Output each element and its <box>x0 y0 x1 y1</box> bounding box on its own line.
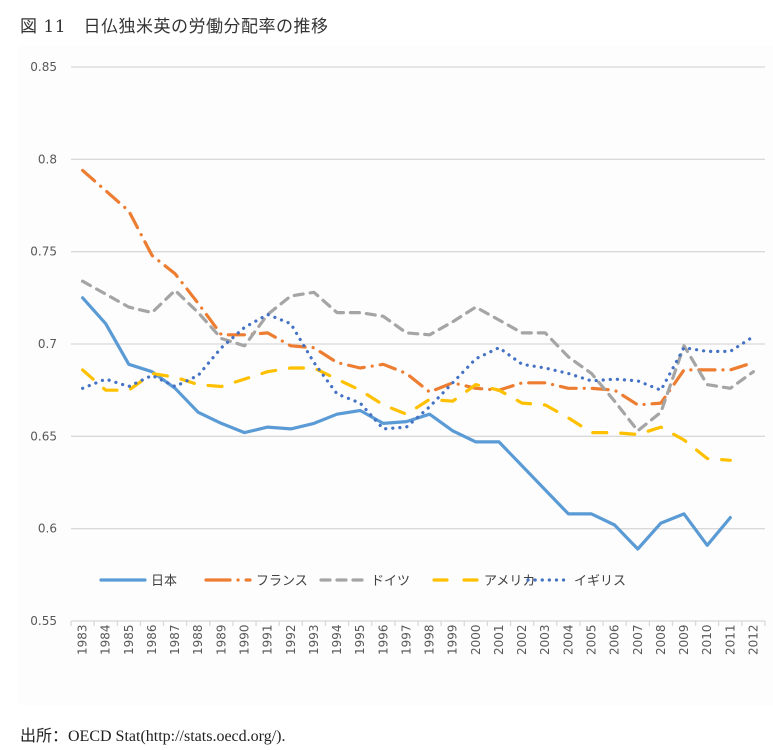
x-tick-label: 2005 <box>585 624 599 655</box>
series-lines <box>81 168 755 551</box>
y-tick-label: 0.65 <box>30 429 57 443</box>
x-tick-label: 1983 <box>76 624 90 655</box>
x-tick-label: 2006 <box>608 624 622 655</box>
legend: 日本 フランス ドイツ アメリカ イギリス <box>99 574 626 589</box>
x-tick-label: 1997 <box>399 624 413 655</box>
x-tick-label: 1994 <box>330 624 344 655</box>
chart-panel: 0.55 0.6 0.65 0.7 0.75 0.8 0.85 1983 1984 1985 19… <box>18 45 773 705</box>
legend-label: イギリス <box>574 574 626 589</box>
x-tick-label: 2002 <box>515 624 529 655</box>
y-tick-label: 0.6 <box>38 522 57 536</box>
x-tick-label: 1996 <box>376 624 390 655</box>
x-tick-label: 1991 <box>261 624 275 655</box>
x-tick-label: 2007 <box>631 624 645 655</box>
x-tick-label: 2004 <box>561 624 575 655</box>
legend-label: フランス <box>256 574 308 589</box>
x-tick-label: 1986 <box>145 624 159 655</box>
x-axis: 1983 1984 1985 1986 1987 1988 1989 1990 1991 1992… <box>70 621 766 655</box>
x-tick-label: 1995 <box>353 624 367 655</box>
legend-label: 日本 <box>151 574 177 589</box>
legend-label: ドイツ <box>371 574 410 589</box>
x-tick-label: 2008 <box>654 624 668 655</box>
x-tick-label: 2003 <box>538 624 552 655</box>
series-line-2 <box>81 279 755 433</box>
y-tick-label: 0.55 <box>30 614 57 628</box>
x-tick-label: 1988 <box>191 624 205 655</box>
x-tick-label: 1985 <box>122 624 136 655</box>
x-tick-label: 1998 <box>423 624 437 655</box>
figure-title: 図 11 日仏独米英の労働分配率の推移 <box>20 17 329 37</box>
y-tick-label: 0.75 <box>30 245 57 259</box>
x-tick-label: 2010 <box>700 624 714 655</box>
series-line-1 <box>81 168 755 407</box>
x-tick-label: 2011 <box>723 624 737 655</box>
x-tick-label: 1990 <box>238 624 252 655</box>
x-tick-label: 1992 <box>284 624 298 655</box>
line-chart: 0.550.60.650.70.750.80.85 1983 1984 1985 19… <box>30 60 766 655</box>
y-tick-label: 0.7 <box>38 337 57 351</box>
x-tick-label: 2009 <box>677 624 691 655</box>
series-line-0 <box>81 296 732 551</box>
gridlines <box>71 66 765 622</box>
series-line-4 <box>81 312 755 431</box>
source-note: 出所：OECD Stat(http://stats.oecd.org/). <box>20 728 286 745</box>
y-tick-label: 0.85 <box>30 60 57 74</box>
x-tick-label: 2012 <box>746 624 760 655</box>
y-tick-label: 0.8 <box>38 152 57 166</box>
series-line-3 <box>81 366 732 462</box>
legend-label: アメリカ <box>484 574 535 589</box>
x-tick-label: 2000 <box>469 624 483 655</box>
x-tick-label: 1984 <box>99 624 113 655</box>
x-tick-label: 2001 <box>492 624 506 655</box>
x-tick-label: 1999 <box>446 624 460 655</box>
x-tick-label: 1987 <box>168 624 182 655</box>
x-tick-label: 1989 <box>214 624 228 655</box>
x-tick-label: 1993 <box>307 624 321 655</box>
y-axis: 0.55 0.6 0.65 0.7 0.75 0.8 0.85 <box>30 60 57 628</box>
